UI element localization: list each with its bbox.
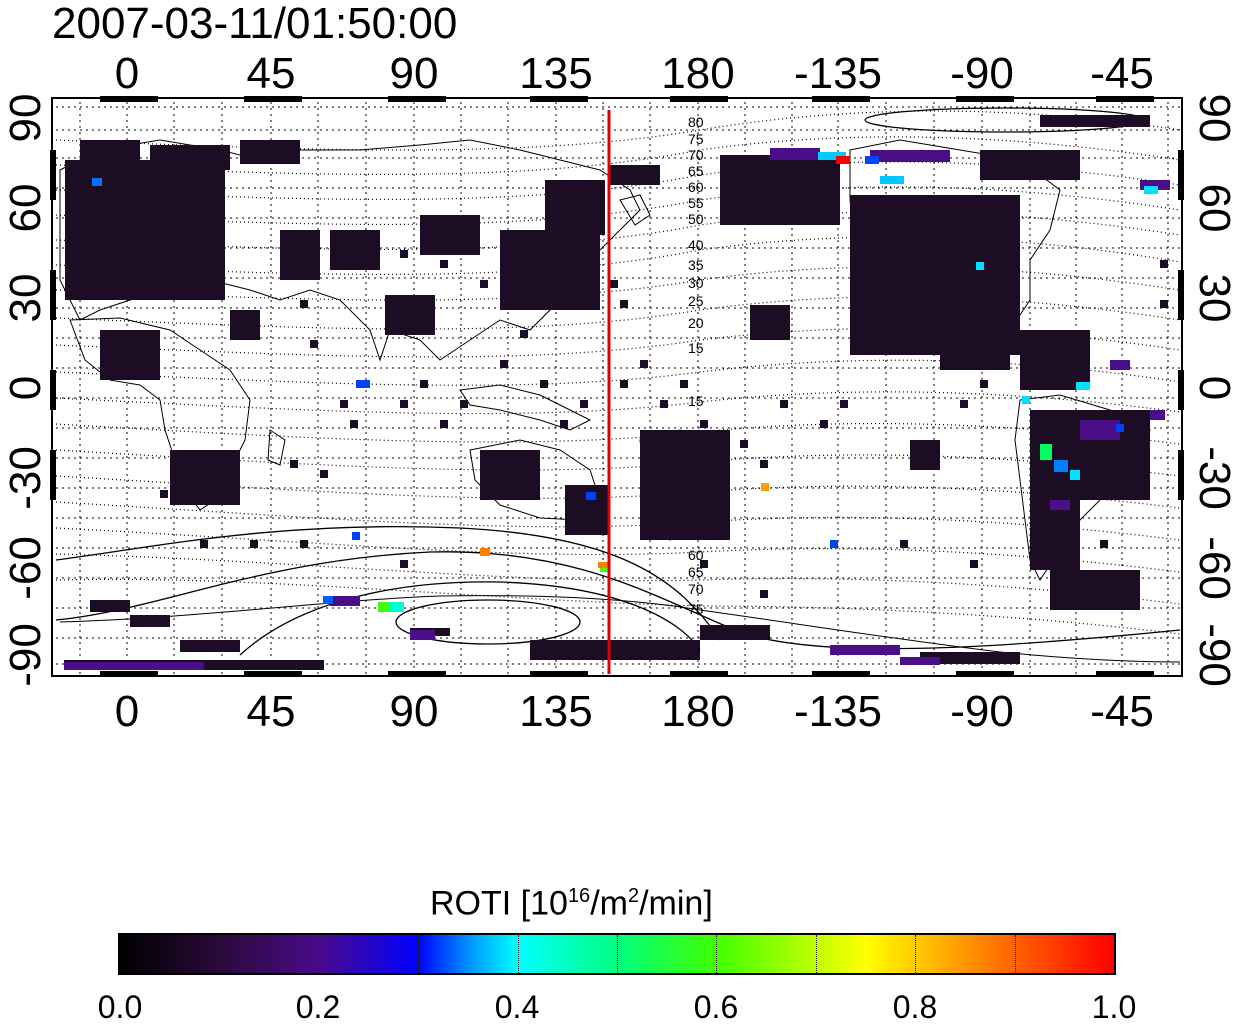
contour-label: 65: [688, 564, 704, 580]
contour-label: 80: [688, 114, 704, 130]
x-tick-top-180: 180: [661, 49, 735, 98]
colorbar-tick-1-0: 1.0: [1091, 989, 1137, 1025]
x-tick-top-135: 135: [519, 49, 593, 98]
contour-label: 25: [688, 293, 704, 309]
contour-label: 70: [688, 581, 704, 597]
contour-label: 55: [688, 195, 704, 211]
contour-label: 70: [688, 147, 704, 163]
contour-label: 30: [688, 275, 704, 291]
contour-label: 60: [688, 547, 704, 563]
roti-patches-dark: [64, 115, 1150, 670]
colorbar-label: ROTI [1016/m2/min]: [430, 884, 713, 923]
contour-label: 75: [688, 601, 704, 617]
contour-label: 15: [688, 393, 704, 409]
x-tick-top-neg45: -45: [1090, 49, 1154, 98]
contour-label: 20: [688, 315, 704, 331]
roti-scatter: [160, 200, 1168, 598]
x-tick-top-neg135: -135: [793, 49, 883, 98]
contour-label: 65: [688, 163, 704, 179]
colorbar-tick-0-2: 0.2: [295, 989, 341, 1025]
colorbar-tick-0-4: 0.4: [494, 989, 540, 1025]
contour-label: 35: [688, 257, 704, 273]
x-tick-bottom-135: 135: [519, 687, 593, 736]
x-tick-top-45: 45: [246, 49, 296, 98]
contour-label: 75: [688, 131, 704, 147]
contour-label: 15: [688, 340, 704, 356]
colorbar: [118, 933, 1116, 975]
x-tick-bottom-neg90: -90: [950, 687, 1014, 736]
contour-label: 60: [688, 179, 704, 195]
x-tick-top-90: 90: [389, 49, 439, 98]
x-tick-bottom-90: 90: [389, 687, 439, 736]
x-tick-bottom-45: 45: [246, 687, 296, 736]
x-tick-bottom-neg135: -135: [793, 687, 883, 736]
contour-label: 40: [688, 237, 704, 253]
colorbar-tick-0-6: 0.6: [693, 989, 739, 1025]
roti-patches-bright: [92, 152, 1158, 612]
map-title: 2007-03-11/01:50:00: [52, 0, 458, 48]
x-tick-top-0: 0: [114, 49, 140, 98]
contour-labels: 80 75 70 65 60 55 50 40 35 30 25 20 15 1…: [688, 114, 704, 617]
x-tick-bottom-0: 0: [114, 687, 140, 736]
x-tick-bottom-neg45: -45: [1090, 687, 1154, 736]
contour-label: 50: [688, 211, 704, 227]
axis-tick-bars: [50, 96, 1184, 677]
x-tick-bottom-180: 180: [661, 687, 735, 736]
roti-patches-purple: [64, 148, 1170, 670]
colorbar-tick-0-8: 0.8: [892, 989, 938, 1025]
roti-map: 80 75 70 65 60 55 50 40 35 30 25 20 15 1…: [50, 96, 1184, 677]
colorbar-tick-0: 0.0: [97, 989, 143, 1025]
x-tick-top-neg90: -90: [950, 49, 1014, 98]
